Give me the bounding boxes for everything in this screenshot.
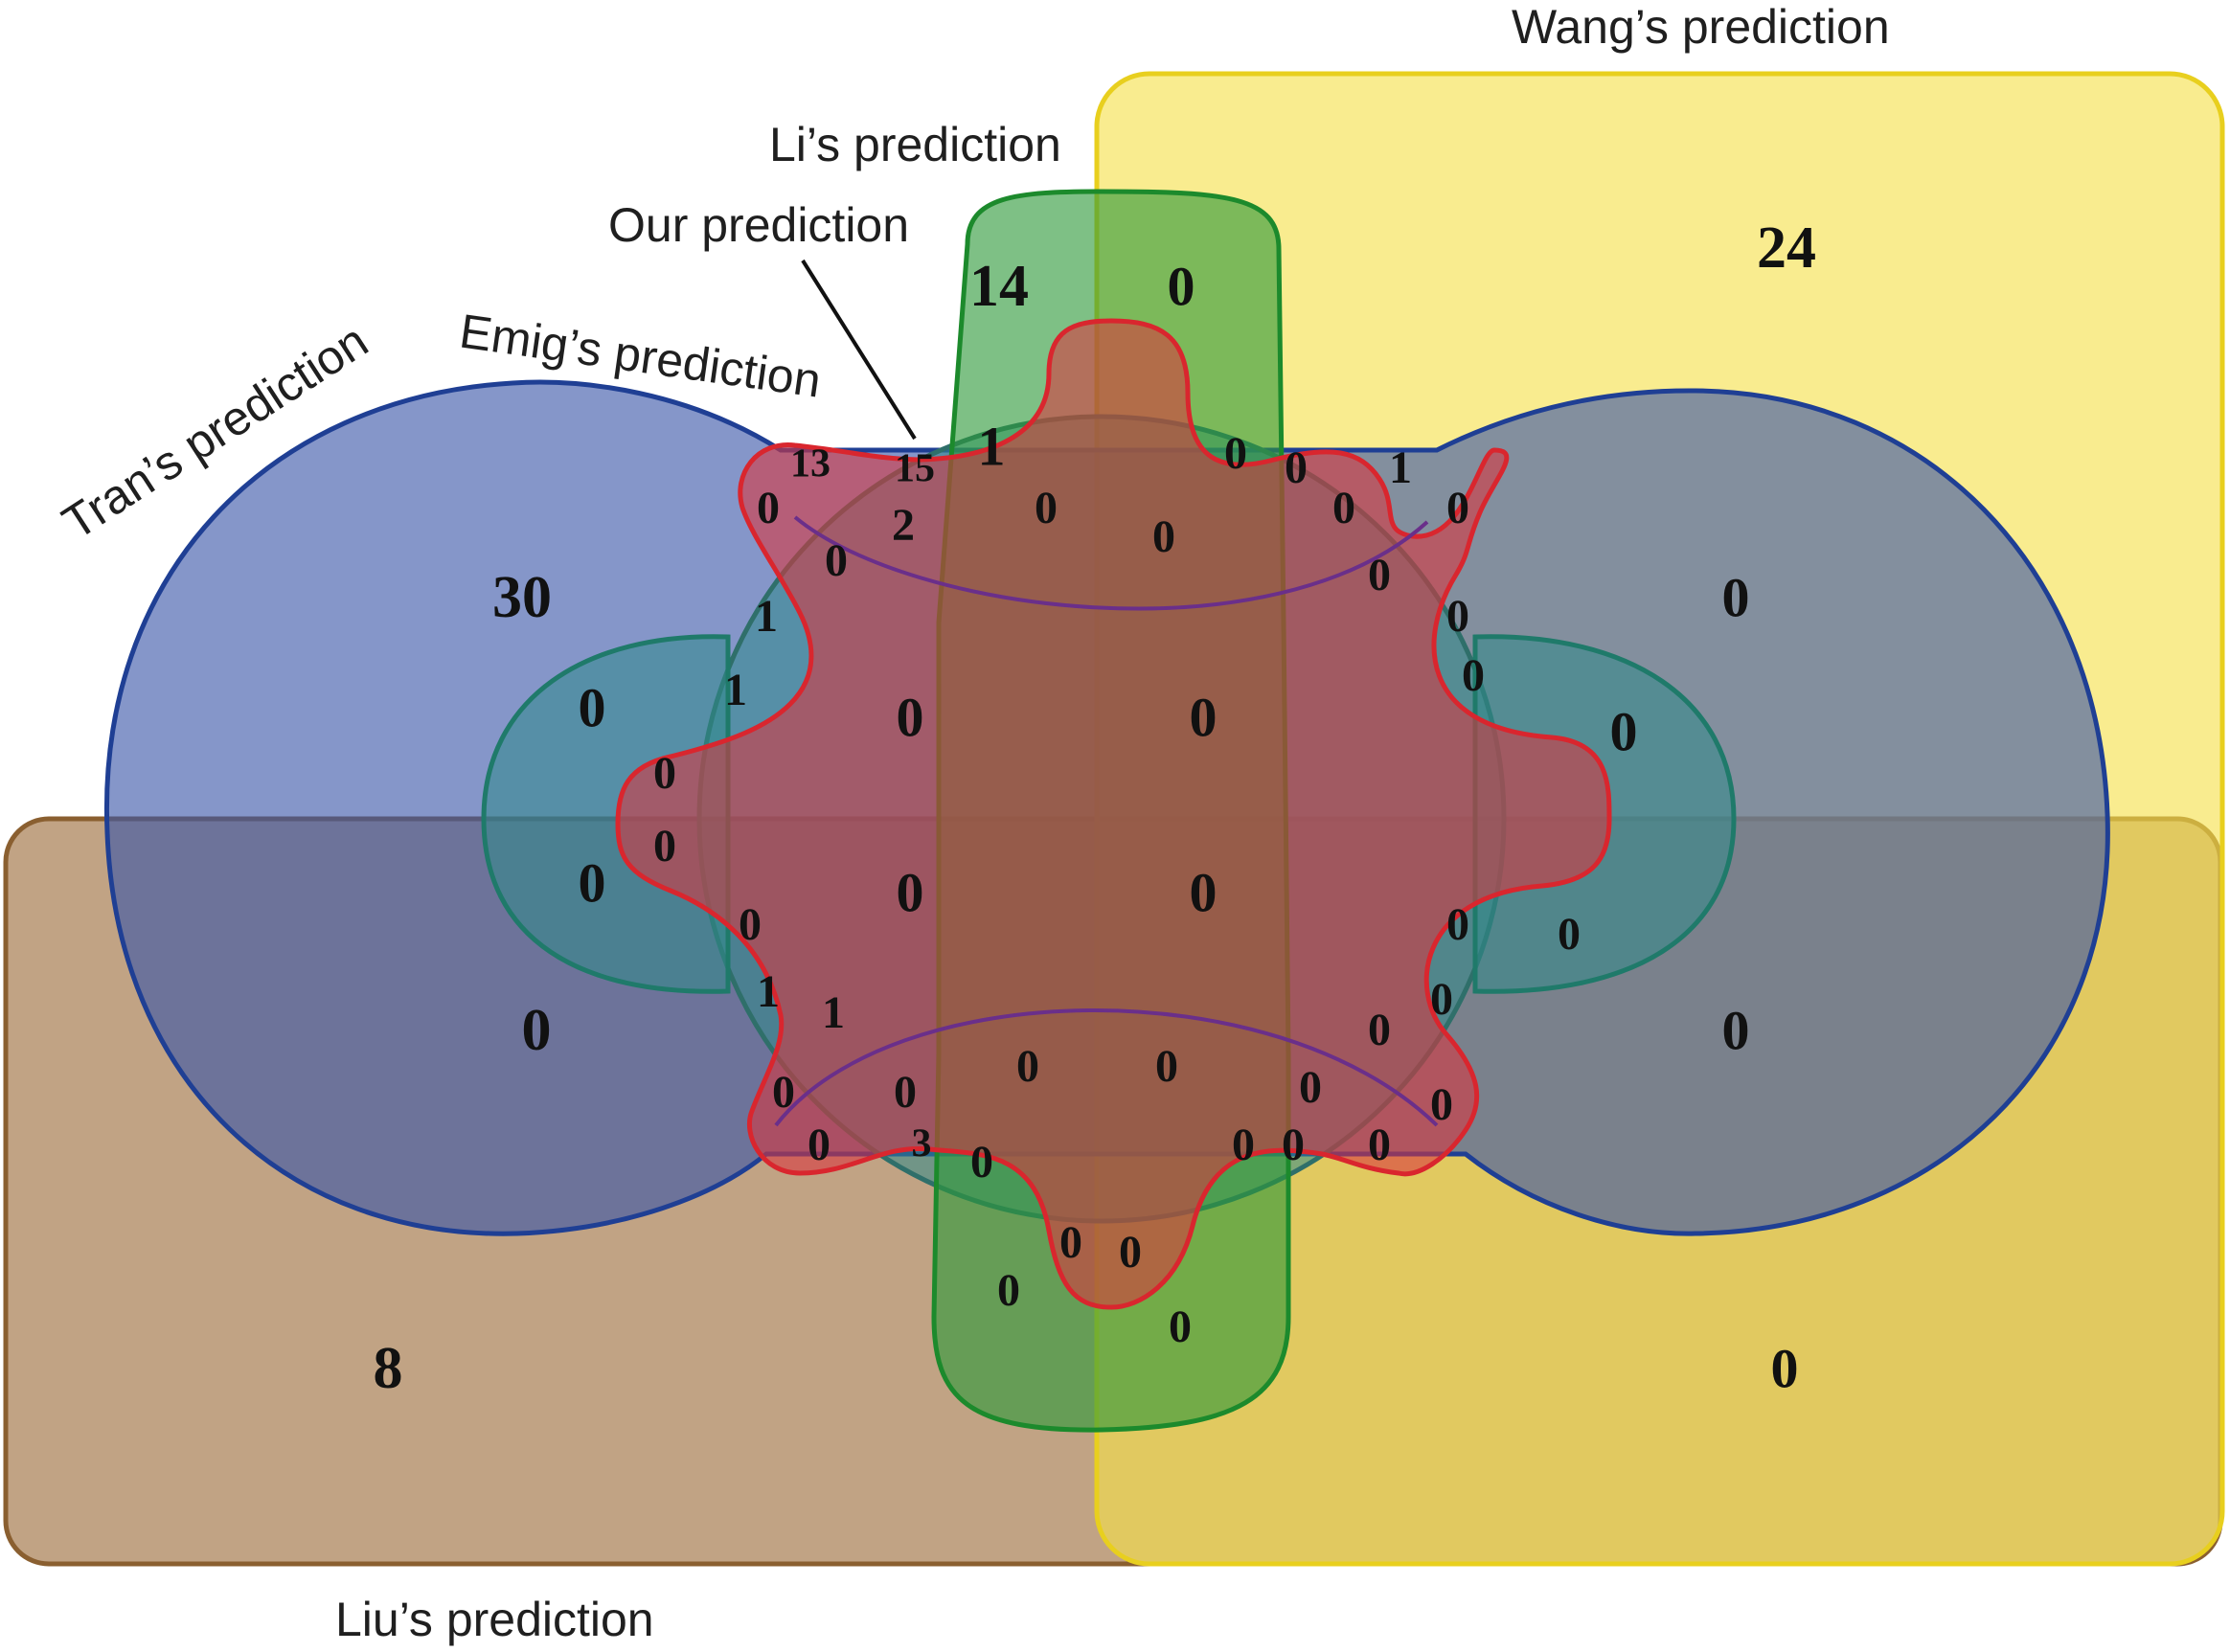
region-count: 0 [772,1067,795,1118]
region-count: 0 [739,899,762,950]
region-count: 0 [579,851,606,914]
liu-label: Liu’s prediction [335,1593,654,1646]
region-count: 0 [1446,899,1469,950]
region-count: 0 [522,998,552,1063]
region-count: 0 [1332,483,1355,533]
region-count: 0 [1169,1301,1192,1352]
region-count: 0 [1224,428,1247,479]
region-count: 0 [808,1120,831,1170]
region-count: 0 [1558,909,1581,960]
region-count: 3 [912,1122,932,1166]
inner-arc-bottom [774,1008,1439,1127]
region-count: 0 [1299,1062,1322,1113]
region-count: 0 [1430,974,1453,1025]
region-count: 0 [1722,566,1750,628]
li-label: Li’s prediction [769,118,1061,171]
region-count: 0 [1155,1041,1178,1092]
region-count: 30 [492,565,552,630]
region-count: 0 [894,1067,917,1118]
region-count: 0 [1282,1120,1305,1170]
region-count: 0 [757,483,780,533]
region-count: 8 [374,1336,403,1401]
region-count: 0 [897,861,924,923]
region-count: 0 [1190,861,1217,923]
region-count: 0 [1368,550,1391,600]
region-count: 0 [1016,1041,1039,1092]
region-count: 0 [1059,1217,1082,1268]
region-count: 0 [1168,255,1195,317]
region-count: 13 [790,442,831,487]
region-count: 14 [969,254,1029,319]
region-count: 1 [724,665,747,715]
region-count: 0 [1119,1227,1142,1278]
region-count: 2 [892,500,915,551]
region-count: 0 [1285,442,1308,493]
region-count: 0 [1462,650,1485,701]
region-count: 0 [1368,1005,1391,1055]
region-count: 0 [1430,1079,1453,1130]
region-count: 1 [755,591,778,642]
region-count: 15 [895,447,935,491]
our-label: Our prediction [608,198,909,252]
region-count: 0 [1190,686,1217,748]
region-count: 0 [579,676,606,738]
region-count: 0 [1152,511,1175,562]
region-count: 1 [978,415,1006,477]
region-count: 0 [897,686,924,748]
region-count: 0 [997,1265,1020,1316]
region-count: 0 [970,1137,993,1188]
region-count: 0 [653,748,676,799]
our-label-leader-line [801,259,917,441]
region-count: 0 [1771,1337,1799,1399]
region-count: 1 [757,966,780,1017]
region-count: 0 [825,535,848,586]
region-count: 0 [1446,591,1469,642]
region-count: 0 [653,821,676,871]
region-count: 0 [1610,700,1638,762]
region-count: 0 [1722,999,1750,1061]
region-count: 1 [1389,442,1412,493]
region-count: 0 [1035,483,1058,533]
region-count: 0 [1446,483,1469,533]
inner-arc-top [793,515,1429,611]
region-count: 0 [1368,1120,1391,1170]
region-count: 0 [1232,1120,1255,1170]
wang-label: Wang’s prediction [1512,0,1890,54]
region-count: 1 [822,987,845,1038]
region-count: 24 [1757,215,1816,281]
